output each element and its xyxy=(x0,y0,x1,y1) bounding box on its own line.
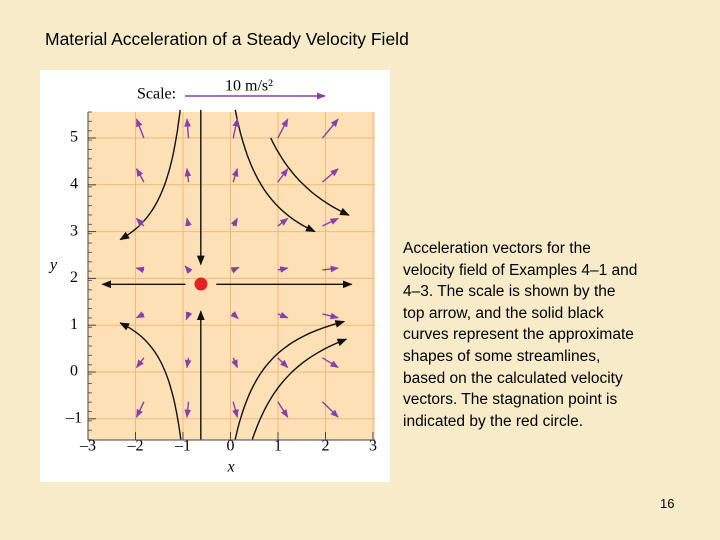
slide-title: Material Acceleration of a Steady Veloci… xyxy=(45,29,409,49)
acceleration-vector xyxy=(321,168,339,183)
x-tick-label: 0 xyxy=(227,438,235,455)
streamline xyxy=(234,320,346,440)
scale-label: Scale: xyxy=(137,86,176,103)
acceleration-vector xyxy=(135,401,145,418)
acceleration-vector xyxy=(184,357,192,369)
x-axis-label: x xyxy=(226,459,234,476)
y-tick-label: –1 xyxy=(65,409,82,426)
acceleration-vector xyxy=(322,217,339,227)
acceleration-vector xyxy=(321,401,339,418)
streamline xyxy=(251,338,348,440)
acceleration-vector xyxy=(232,401,239,418)
acceleration-vector xyxy=(135,118,145,139)
x-tick-label: –2 xyxy=(127,438,144,455)
acceleration-vector xyxy=(277,266,289,273)
y-axis-label: y xyxy=(48,257,58,274)
acceleration-vector xyxy=(230,310,239,320)
x-tick-label: 1 xyxy=(274,438,282,455)
x-tick-label: 2 xyxy=(322,438,330,455)
stagnation-point xyxy=(194,277,208,291)
acceleration-vector xyxy=(231,357,238,369)
acceleration-vector xyxy=(322,312,339,320)
plot-area xyxy=(88,112,375,440)
acceleration-vector xyxy=(136,357,145,369)
streamline xyxy=(270,137,350,216)
acceleration-vector xyxy=(135,168,145,183)
y-tick-label: 3 xyxy=(70,222,78,239)
acceleration-vector xyxy=(322,265,339,273)
acceleration-vector xyxy=(184,167,192,183)
acceleration-vector xyxy=(135,311,145,319)
scale-value: 10 m/s² xyxy=(225,78,273,95)
y-tick-label: 5 xyxy=(70,129,78,146)
acceleration-vector xyxy=(277,217,289,227)
streamline xyxy=(234,109,316,233)
acceleration-vector xyxy=(135,266,145,274)
y-tick-label: 0 xyxy=(70,363,78,380)
acceleration-vector xyxy=(184,118,191,139)
acceleration-vector xyxy=(185,311,193,321)
acceleration-vector xyxy=(184,401,192,418)
page-number: 16 xyxy=(660,496,675,511)
streamline xyxy=(119,322,182,440)
x-tick-label: –3 xyxy=(79,438,96,455)
y-tick-label: 1 xyxy=(70,316,78,333)
acceleration-vector xyxy=(277,118,289,139)
acceleration-vector xyxy=(277,357,289,369)
acceleration-vector xyxy=(135,217,145,227)
acceleration-vector xyxy=(231,167,239,183)
caption: Acceleration vectors for the velocity fi… xyxy=(403,240,638,430)
acceleration-vector xyxy=(230,217,238,227)
acceleration-vector xyxy=(230,266,240,274)
acceleration-vector xyxy=(322,357,339,369)
acceleration-vector xyxy=(277,168,289,183)
acceleration-vector xyxy=(277,311,289,319)
acceleration-vector xyxy=(277,401,289,418)
y-tick-label: 4 xyxy=(70,175,78,192)
x-tick-label: 3 xyxy=(369,438,377,455)
x-tick-label: –1 xyxy=(174,438,191,455)
y-tick-label: 2 xyxy=(70,269,78,286)
acceleration-vector xyxy=(185,217,192,227)
acceleration-vector xyxy=(184,265,193,274)
streamline xyxy=(119,109,181,241)
acceleration-vector xyxy=(321,118,339,139)
acceleration-vector xyxy=(232,118,240,139)
